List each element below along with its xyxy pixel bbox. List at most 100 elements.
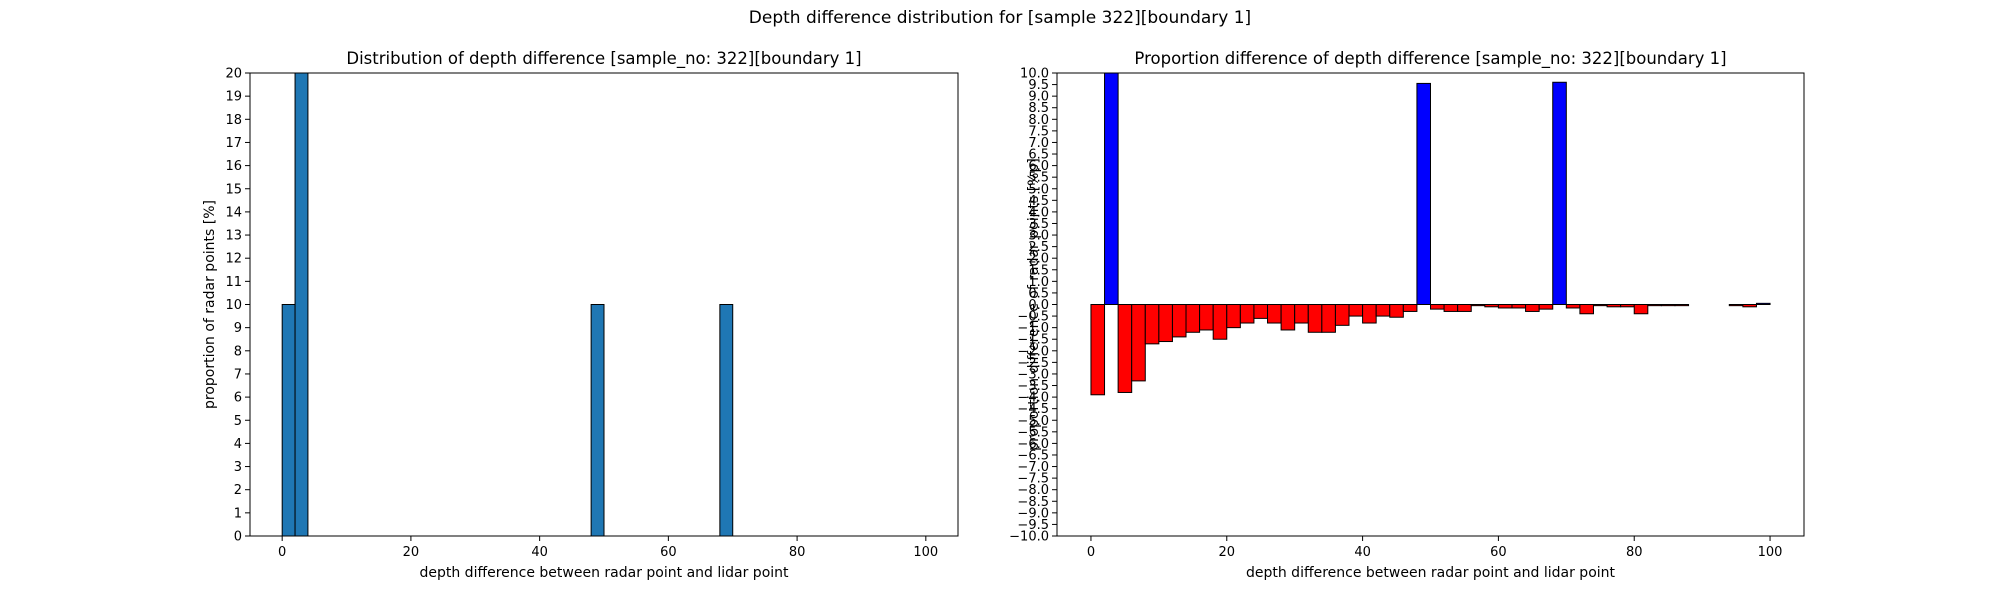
chart-bar-32 xyxy=(1525,304,1540,312)
y-tick-label: 4.0 xyxy=(1028,205,1049,220)
chart-bar-0 xyxy=(1090,304,1106,396)
y-tick-label: 4.5 xyxy=(1028,194,1049,209)
y-tick-label: −8.0 xyxy=(1017,483,1049,498)
y-tick-label: −7.0 xyxy=(1017,460,1049,475)
y-tick-label: 9.0 xyxy=(1028,90,1049,105)
y-tick-label: 20 xyxy=(225,67,242,82)
chart-bar-1 xyxy=(294,72,309,537)
chart-bar-8 xyxy=(1199,304,1214,331)
x-tick-label: 0 xyxy=(278,545,286,560)
y-tick-label: 8.0 xyxy=(1028,113,1049,128)
y-tick-label: 4 xyxy=(234,437,242,452)
y-tick-label: 0.0 xyxy=(1028,298,1049,313)
x-tick-label: 100 xyxy=(1758,545,1783,560)
chart-bar-11 xyxy=(1239,304,1255,324)
y-tick-label: −4.5 xyxy=(1017,402,1049,417)
y-tick-label: −6.5 xyxy=(1017,448,1049,463)
axes-title: Proportion difference of depth differenc… xyxy=(1134,49,1726,69)
y-tick-label: 17 xyxy=(225,136,242,151)
y-tick-label: 14 xyxy=(225,205,242,220)
y-tick-label: 0 xyxy=(234,530,242,545)
chart-bar-30 xyxy=(1497,304,1513,309)
chart-bar-27 xyxy=(1457,304,1472,312)
chart-bar-18 xyxy=(1334,304,1350,326)
y-tick-label: 5.5 xyxy=(1028,171,1049,186)
x-tick-label: 40 xyxy=(1354,545,1371,560)
chart-bar-9 xyxy=(1212,304,1228,340)
y-tick-label: −2.0 xyxy=(1017,344,1049,359)
y-tick-label: −2.5 xyxy=(1017,356,1049,371)
y-tick-label: −4.0 xyxy=(1017,391,1049,406)
chart-bar-35 xyxy=(1565,304,1581,309)
y-tick-label: −10.0 xyxy=(1009,530,1049,545)
chart-bar-36 xyxy=(1579,304,1594,315)
x-axis-label: depth difference between radar point and… xyxy=(419,565,789,581)
chart-bar-29 xyxy=(1484,304,1499,308)
y-axis-label: proportion of radar points [%] xyxy=(202,200,218,409)
chart-bar-2 xyxy=(590,304,605,537)
x-tick-label: 20 xyxy=(403,545,420,560)
y-tick-label: −0.5 xyxy=(1017,310,1049,325)
chart-bar-37 xyxy=(1592,304,1608,307)
y-tick-label: 0.5 xyxy=(1028,286,1049,301)
y-tick-label: 18 xyxy=(225,113,242,128)
chart-bar-33 xyxy=(1538,304,1554,310)
y-tick-label: 10 xyxy=(225,298,242,313)
chart-bar-48 xyxy=(1742,304,1757,308)
chart-bar-28 xyxy=(1470,304,1486,307)
x-tick-label: 60 xyxy=(660,545,677,560)
y-tick-label: 3 xyxy=(234,460,242,475)
y-tick-label: 8.5 xyxy=(1028,101,1049,116)
y-tick-label: −8.5 xyxy=(1017,495,1049,510)
chart-bar-31 xyxy=(1511,304,1527,309)
y-tick-label: −1.5 xyxy=(1017,333,1049,348)
chart-bar-3 xyxy=(1131,304,1146,382)
y-tick-label: 1.5 xyxy=(1028,263,1049,278)
y-tick-label: 16 xyxy=(225,159,242,174)
x-axis-label: depth difference between radar point and… xyxy=(1246,565,1616,581)
y-tick-label: 3.0 xyxy=(1028,229,1049,244)
x-tick-label: 0 xyxy=(1087,545,1095,560)
chart-bar-25 xyxy=(1430,304,1445,310)
y-tick-label: 12 xyxy=(225,252,242,267)
y-tick-label: 11 xyxy=(225,275,242,290)
chart-bar-12 xyxy=(1253,304,1269,319)
y-tick-label: 2.0 xyxy=(1028,252,1049,267)
y-tick-label: 8 xyxy=(234,344,242,359)
chart-bar-26 xyxy=(1443,304,1459,312)
chart-bar-22 xyxy=(1389,304,1404,318)
y-tick-label: 15 xyxy=(225,182,242,197)
y-tick-label: −3.5 xyxy=(1017,379,1049,394)
axes-title: Distribution of depth difference [sample… xyxy=(346,49,861,69)
y-tick-label: 1.0 xyxy=(1028,275,1049,290)
y-tick-label: 9 xyxy=(234,321,242,336)
x-tick-label: 20 xyxy=(1218,545,1235,560)
chart-bar-34 xyxy=(1552,81,1567,306)
chart-bar-38 xyxy=(1606,304,1622,308)
right-proportion-difference-axes: 0 20 40 60 80 100 −10.0−9.5−9.0−8.5−8.0−7.5−7.… xyxy=(1009,49,1805,581)
chart-bar-19 xyxy=(1348,304,1364,317)
y-tick-label: 5.0 xyxy=(1028,182,1049,197)
y-tick-label: 1 xyxy=(234,506,242,521)
x-tick-label: 100 xyxy=(913,545,938,560)
chart-bar-39 xyxy=(1620,304,1635,308)
y-tick-label: −5.0 xyxy=(1017,414,1049,429)
chart-bar-42 xyxy=(1660,304,1676,307)
chart-bar-14 xyxy=(1280,304,1296,331)
y-tick-label: 6 xyxy=(234,391,242,406)
chart-bar-49 xyxy=(1755,302,1771,305)
y-tick-label: 13 xyxy=(225,229,242,244)
y-tick-label: −7.5 xyxy=(1017,472,1049,487)
y-tick-label: 10.0 xyxy=(1020,67,1049,82)
chart-bar-4 xyxy=(1144,304,1160,345)
chart-bar-20 xyxy=(1362,304,1377,324)
x-tick-label: 40 xyxy=(531,545,548,560)
figure-suptitle: Depth difference distribution for [sampl… xyxy=(748,8,1252,28)
chart-bar-40 xyxy=(1633,304,1649,315)
chart-bar-6 xyxy=(1171,304,1187,338)
y-tick-label: −5.5 xyxy=(1017,425,1049,440)
y-axis-label: proportion difference of radar points [%… xyxy=(1026,158,1042,451)
chart-bar-21 xyxy=(1375,304,1391,317)
chart-bar-17 xyxy=(1321,304,1336,333)
